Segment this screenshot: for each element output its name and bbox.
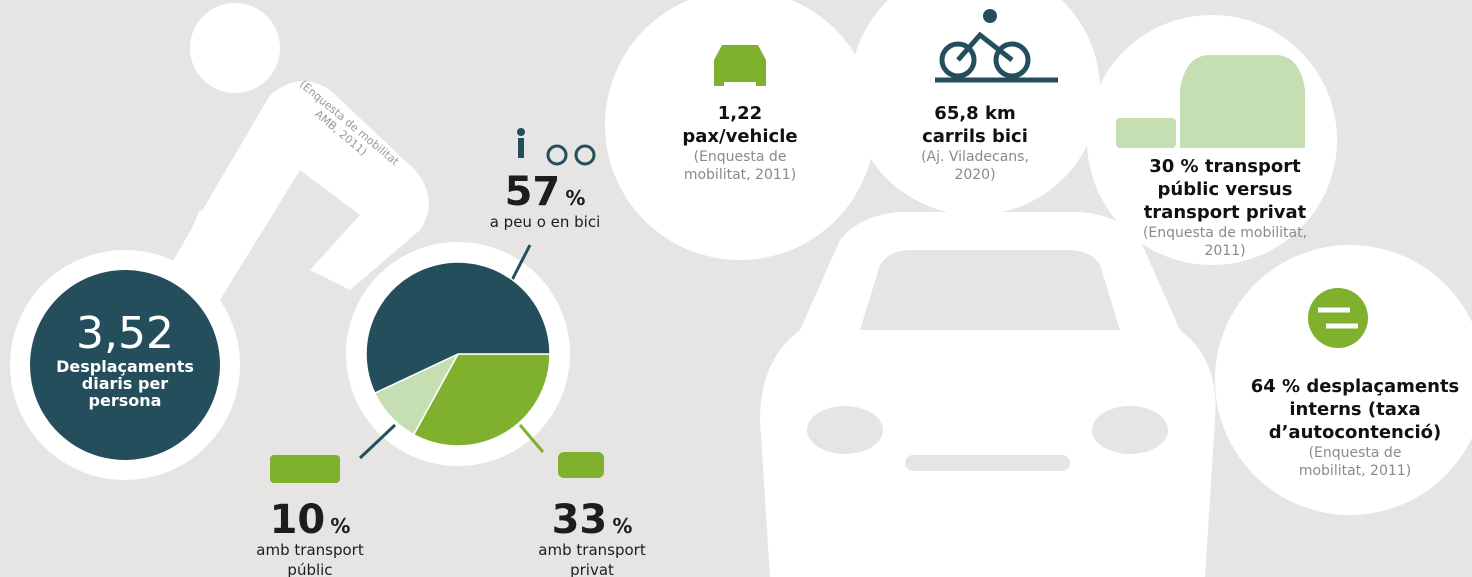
illustration	[0, 0, 1472, 577]
car-icon	[558, 452, 604, 478]
stat-value: 30 % transport públic versus transport p…	[1130, 155, 1320, 224]
car-icon	[714, 45, 766, 86]
pie-label-walk: 57 % a peu o en bici	[470, 172, 620, 232]
category-label: amb transport privat	[532, 540, 652, 577]
stat-value: 65,8 km carrils bici	[920, 102, 1030, 148]
unit: %	[565, 186, 585, 210]
bus-icon	[270, 455, 340, 483]
pie-label-public: 10 % amb transport públic	[235, 500, 385, 577]
value-label: 10	[270, 497, 326, 543]
stat-source: (Enquesta de mobilitat, 2011)	[1290, 444, 1420, 480]
stat-value: 64 % desplaçaments interns (taxa d’autoc…	[1248, 375, 1463, 444]
stat: 65,8 km carrils bici (Aj. Viladecans, 20…	[910, 102, 1040, 184]
category-label: amb transport públic	[250, 540, 370, 577]
arrows-icon	[1308, 288, 1368, 348]
main-value: 3,52	[30, 312, 220, 356]
pie-label-private: 33 % amb transport privat	[517, 500, 667, 577]
stat-source: (Enquesta de mobilitat, 2011)	[670, 148, 810, 184]
stat: 64 % desplaçaments interns (taxa d’autoc…	[1245, 375, 1465, 480]
value-label: 33	[552, 497, 608, 543]
unit: %	[612, 514, 632, 538]
stat-source: (Aj. Viladecans, 2020)	[915, 148, 1035, 184]
infographic: 3,52 Desplaçaments diaris per persona (E…	[0, 0, 1472, 577]
stat-value: 1,22 pax/vehicle	[680, 102, 800, 148]
walk-bike-icon	[517, 128, 594, 164]
stat-source: (Enquesta de mobilitat, 2011)	[1125, 224, 1325, 260]
main-label: Desplaçaments diaris per persona	[45, 358, 205, 409]
pie	[366, 262, 550, 446]
category-label: a peu o en bici	[470, 212, 620, 232]
stat: 30 % transport públic versus transport p…	[1120, 155, 1330, 260]
stat: 1,22 pax/vehicle (Enquesta de mobilitat,…	[665, 102, 815, 184]
unit: %	[330, 514, 350, 538]
value-label: 57	[505, 169, 561, 215]
